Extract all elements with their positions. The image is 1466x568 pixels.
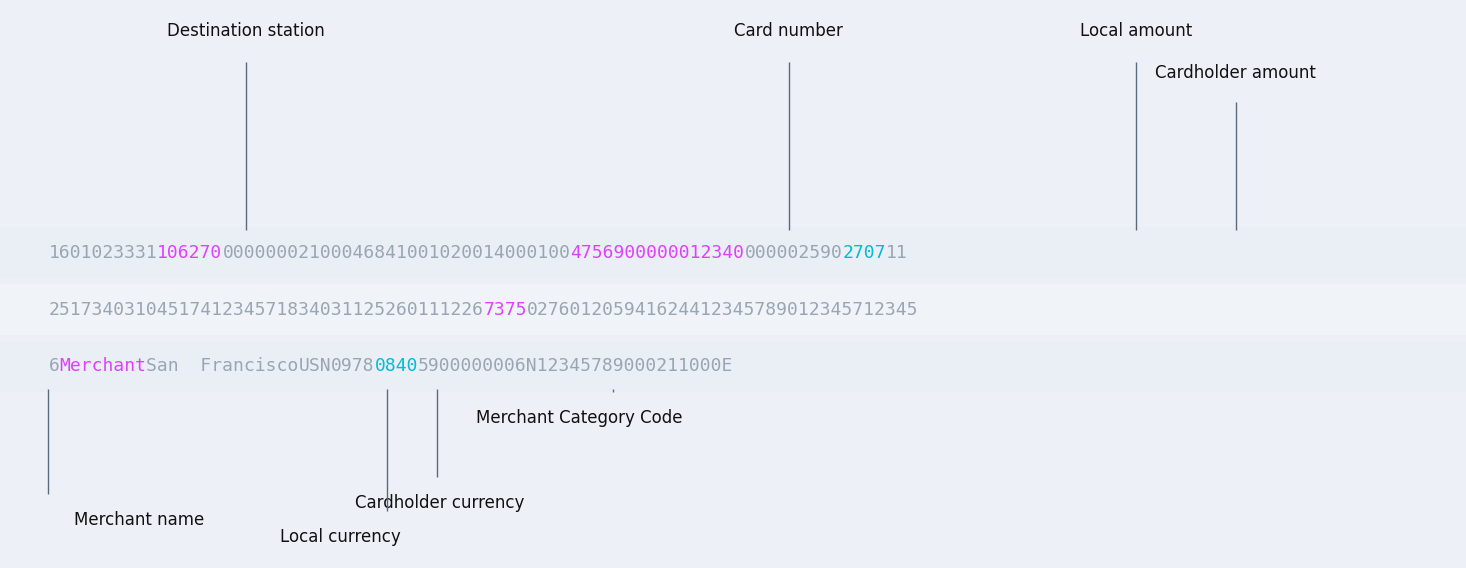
Text: 027601205941624412345789012345712345: 027601205941624412345789012345712345	[526, 300, 918, 319]
Text: 1601023331: 1601023331	[48, 244, 157, 262]
Text: Merchant name: Merchant name	[75, 511, 204, 529]
Text: 0840: 0840	[375, 357, 418, 375]
Text: Merchant: Merchant	[59, 357, 147, 375]
Text: 11: 11	[885, 244, 907, 262]
Text: 7375: 7375	[484, 300, 526, 319]
Text: 2517340310451741234571834031125260111226: 2517340310451741234571834031125260111226	[48, 300, 484, 319]
Text: 6: 6	[48, 357, 59, 375]
Text: Card number: Card number	[734, 22, 843, 40]
Text: Destination station: Destination station	[167, 22, 325, 40]
Text: Local amount: Local amount	[1080, 22, 1192, 40]
Text: San  Francisco: San Francisco	[147, 357, 299, 375]
Text: Merchant Category Code: Merchant Category Code	[476, 409, 682, 427]
Text: 106270: 106270	[157, 244, 223, 262]
Text: 5900000006N12345789000211000E: 5900000006N12345789000211000E	[418, 357, 733, 375]
Text: Local currency: Local currency	[280, 528, 400, 546]
Text: 2707: 2707	[843, 244, 885, 262]
Text: Cardholder amount: Cardholder amount	[1155, 64, 1316, 82]
Bar	[0, 284, 1466, 335]
Text: 000002590: 000002590	[745, 244, 843, 262]
Text: 0978: 0978	[331, 357, 375, 375]
Text: USN: USN	[299, 357, 331, 375]
Bar	[0, 227, 1466, 278]
Text: Cardholder currency: Cardholder currency	[355, 494, 525, 512]
Text: 00000002100046841001020014000100: 00000002100046841001020014000100	[223, 244, 570, 262]
Text: 4756900000012340: 4756900000012340	[570, 244, 745, 262]
Bar	[0, 341, 1466, 392]
